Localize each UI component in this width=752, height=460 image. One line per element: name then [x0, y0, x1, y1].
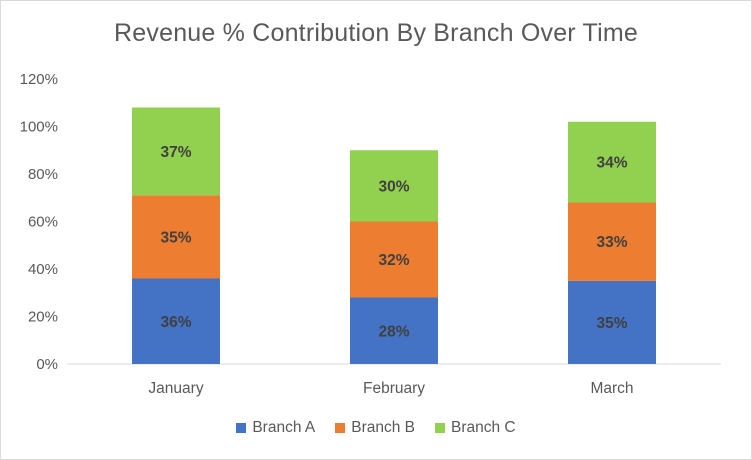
legend-swatch	[236, 423, 247, 433]
y-tick-label: 100%	[20, 119, 58, 136]
data-label: 30%	[378, 178, 409, 195]
data-label: 35%	[596, 315, 627, 332]
data-label: 37%	[160, 144, 191, 161]
legend-item: Branch B	[335, 419, 415, 437]
y-tick-label: 80%	[28, 166, 58, 183]
bar-branch-a-january	[132, 278, 220, 364]
x-category-label: February	[363, 380, 425, 397]
data-label: 36%	[160, 314, 191, 331]
bar-branch-b-february	[350, 221, 438, 298]
data-label: 32%	[378, 252, 409, 269]
legend-item: Branch A	[236, 419, 315, 437]
legend-swatch	[435, 423, 446, 433]
data-label: 35%	[160, 229, 191, 246]
y-tick-label: 0%	[36, 356, 58, 373]
y-tick-label: 120%	[20, 71, 58, 88]
data-label: 28%	[378, 323, 409, 340]
legend-item: Branch C	[435, 419, 516, 437]
legend-label: Branch C	[451, 419, 516, 436]
chart-title: Revenue % Contribution By Branch Over Ti…	[114, 19, 638, 47]
x-category-label: March	[590, 380, 633, 397]
bar-branch-c-january	[132, 107, 220, 196]
data-label: 33%	[596, 234, 627, 251]
bar-branch-c-february	[350, 150, 438, 222]
y-tick-label: 20%	[28, 309, 58, 326]
legend-swatch	[335, 423, 346, 433]
y-tick-label: 60%	[28, 214, 58, 231]
bar-branch-b-march	[568, 202, 656, 281]
legend-label: Branch B	[351, 419, 416, 436]
y-tick-label: 40%	[28, 261, 58, 278]
bar-branch-a-march	[568, 280, 656, 364]
legend-label: Branch A	[252, 419, 316, 436]
bar-branch-b-january	[132, 195, 220, 279]
bar-branch-c-march	[568, 121, 656, 203]
bar-branch-a-february	[350, 297, 438, 364]
data-label: 34%	[596, 155, 627, 172]
chart-legend: Branch A Branch B Branch C	[1, 419, 751, 437]
x-category-label: January	[148, 380, 203, 397]
